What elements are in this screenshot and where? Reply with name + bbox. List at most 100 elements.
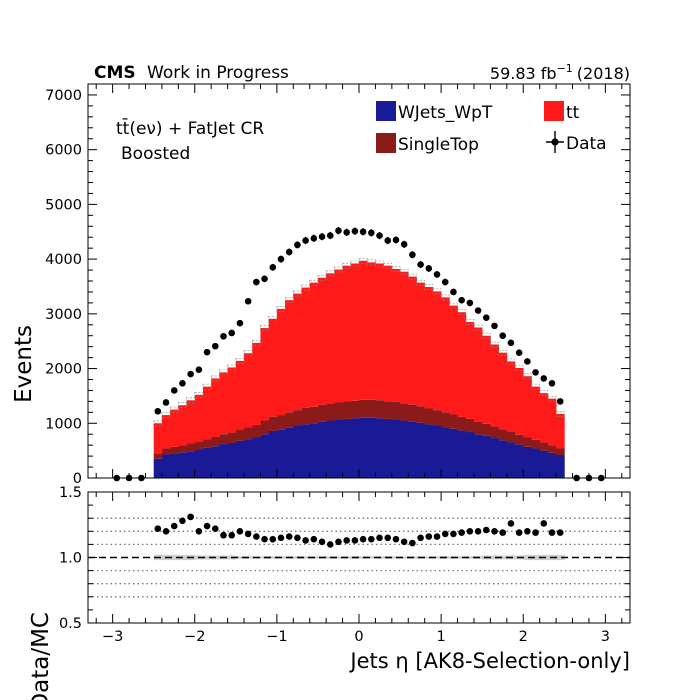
ratio-point: [524, 528, 531, 535]
mc-uncertainty: [424, 284, 434, 290]
data-point: [368, 229, 375, 237]
ratio-point: [458, 529, 465, 536]
mc-uncertainty: [416, 279, 425, 286]
data-point: [302, 237, 309, 244]
bar-wjets-wpt: [441, 427, 450, 478]
data-point: [491, 322, 498, 330]
mc-uncertainty: [449, 302, 458, 309]
mc-uncertainty: [243, 350, 253, 357]
bar-singletop: [547, 445, 557, 453]
legend-label-tt: tt: [566, 103, 580, 123]
bar-singletop: [293, 410, 302, 427]
data-point: [376, 232, 383, 239]
bar-tt: [202, 386, 212, 440]
mc-uncertainty: [547, 395, 557, 402]
ratio-band-segment: [531, 554, 541, 561]
bar-tt: [367, 262, 376, 400]
bar-singletop: [317, 404, 327, 422]
bar-tt: [473, 327, 483, 422]
data-point: [220, 332, 227, 340]
mc-uncertainty: [219, 369, 228, 376]
bar-singletop: [227, 432, 237, 443]
bar-tt: [301, 287, 311, 408]
x-tick-label: 0: [354, 629, 363, 645]
main-axes: 0 1000 2000 3000 4000 5000 6000 7000: [45, 83, 631, 487]
data-point: [441, 278, 449, 286]
bar-wjets-wpt: [400, 420, 409, 478]
bar-singletop: [161, 448, 171, 455]
ratio-point: [384, 534, 392, 542]
x-axis-title: Jets η [AK8-Selection-only]: [348, 649, 630, 673]
data-point: [548, 380, 556, 387]
ratio-band-segment: [170, 554, 179, 561]
ratio-band-segment: [400, 556, 409, 559]
lumi-label: 59.83 fb−1 (2018): [490, 62, 630, 83]
mc-uncertainty: [514, 365, 524, 371]
bar-singletop: [285, 412, 294, 428]
bar-singletop: [490, 426, 500, 439]
cms-label: CMS: [94, 63, 136, 83]
bar-singletop: [170, 446, 179, 454]
mc-uncertainty: [251, 340, 261, 346]
bar-singletop: [482, 423, 491, 436]
bar-tt: [293, 293, 302, 411]
mc-uncertainty: [325, 270, 335, 277]
bar-singletop: [326, 403, 335, 421]
bar-tt: [276, 308, 286, 416]
ratio-point: [310, 535, 318, 543]
bar-singletop: [506, 432, 516, 443]
mc-uncertainty: [531, 383, 540, 390]
bar-wjets-wpt: [186, 451, 196, 478]
bar-singletop: [441, 412, 450, 428]
bar-wjets-wpt: [285, 427, 294, 478]
mc-uncertainty: [457, 309, 467, 315]
ratio-band-segment: [556, 554, 565, 561]
data-point: [425, 265, 433, 272]
ratio-point: [417, 534, 424, 542]
bar-wjets-wpt: [432, 425, 442, 478]
bar-singletop: [465, 418, 475, 433]
ratio-band-segment: [202, 555, 212, 560]
legend-label-singletop: SingleTop: [398, 135, 479, 155]
bar-wjets-wpt: [539, 450, 549, 478]
y-tick-label: 0: [73, 471, 82, 487]
ratio-point: [302, 537, 309, 544]
ratio-band-segment: [301, 556, 311, 559]
mc-uncertainty: [498, 349, 508, 356]
ratio-point: [548, 529, 556, 536]
bar-tt: [449, 305, 458, 415]
data-point: [515, 349, 523, 356]
mc-uncertainty: [161, 412, 171, 418]
bar-tt: [260, 328, 270, 421]
ratio-point: [187, 513, 194, 521]
bar-tt: [490, 344, 500, 427]
mc-uncertainty: [194, 392, 204, 398]
bar-wjets-wpt: [170, 453, 179, 478]
ratio-point: [203, 522, 211, 530]
ratio-axis-title: Data/MC: [28, 612, 54, 700]
mc-uncertainty: [227, 364, 237, 371]
bar-singletop: [186, 443, 196, 452]
data-point: [236, 319, 244, 327]
data-point: [433, 271, 441, 278]
bar-wjets-wpt: [416, 422, 426, 478]
legend-label-wjets: WJets_WpT: [398, 103, 493, 123]
mc-uncertainty: [490, 341, 499, 348]
data-point: [253, 278, 260, 286]
ratio-band-segment: [465, 556, 475, 559]
bar-wjets-wpt: [153, 458, 163, 478]
data-point: [499, 332, 507, 340]
mc-uncertainty: [202, 383, 212, 390]
bar-tt: [252, 342, 261, 425]
bar-tt: [391, 268, 401, 402]
bar-singletop: [276, 415, 286, 430]
data-point: [154, 407, 162, 415]
bar-wjets-wpt: [473, 434, 483, 478]
bar-tt: [424, 287, 434, 409]
mc-uncertainty: [555, 411, 565, 417]
bar-singletop: [498, 429, 508, 441]
mc-uncertainty: [506, 358, 516, 365]
bar-singletop: [268, 416, 278, 431]
bar-tt: [408, 276, 417, 405]
